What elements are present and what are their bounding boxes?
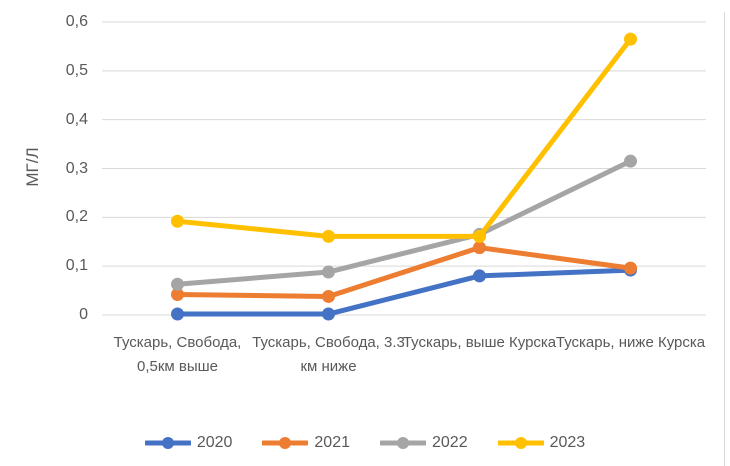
x-category-label: Тускарь, Свобода, 3.3 км ниже bbox=[252, 334, 405, 375]
x-category-label: Тускарь, ниже Курска bbox=[555, 334, 706, 351]
series-line-2020 bbox=[175, 267, 633, 317]
data-point-2022 bbox=[624, 154, 637, 168]
legend-marker-icon bbox=[262, 437, 309, 449]
x-category-label: Тускарь, Свобода, 0,5км выше bbox=[113, 334, 242, 375]
y-tick-label: 0,1 bbox=[65, 257, 88, 275]
legend-item-2021[interactable]: 2021 bbox=[262, 434, 350, 452]
x-category-label: Тускарь, выше Курска bbox=[402, 334, 557, 351]
series-line-2023 bbox=[175, 36, 633, 239]
y-tick-label: 0,5 bbox=[65, 61, 88, 79]
chart-legend: 2020 2021 2022 2023 bbox=[0, 429, 730, 457]
data-point-2021 bbox=[322, 289, 335, 303]
data-point-2021 bbox=[171, 287, 184, 301]
data-point-2022 bbox=[171, 277, 184, 291]
legend-item-2020[interactable]: 2020 bbox=[144, 434, 233, 452]
data-point-2021 bbox=[624, 261, 637, 275]
legend-marker-icon bbox=[380, 437, 426, 449]
legend-label: 2022 bbox=[432, 434, 468, 451]
legend-label: 2021 bbox=[314, 434, 350, 451]
legend-item-2022[interactable]: 2022 bbox=[380, 434, 468, 452]
data-point-2023 bbox=[473, 229, 486, 243]
legend-item-2023[interactable]: 2023 bbox=[497, 434, 586, 452]
legend-label: 2023 bbox=[549, 434, 586, 451]
chart-right-border bbox=[724, 12, 725, 466]
legend-label: 2020 bbox=[196, 434, 233, 451]
y-tick-label: 0,6 bbox=[65, 13, 88, 30]
y-tick-label: 0 bbox=[79, 306, 88, 323]
line-plot bbox=[102, 21, 706, 321]
data-point-2021 bbox=[473, 241, 486, 255]
data-point-2020 bbox=[171, 307, 184, 321]
legend-marker-icon bbox=[144, 437, 191, 449]
series-line-2021 bbox=[175, 245, 633, 299]
y-tick-label: 0,3 bbox=[65, 159, 88, 177]
data-point-2023 bbox=[322, 229, 335, 243]
data-point-2020 bbox=[473, 269, 486, 283]
data-point-2023 bbox=[171, 214, 184, 228]
data-point-2022 bbox=[322, 265, 335, 279]
legend-marker-icon bbox=[497, 437, 544, 449]
y-tick-label: 0,2 bbox=[65, 208, 88, 226]
data-point-2020 bbox=[322, 307, 335, 321]
series-line-2022 bbox=[175, 158, 633, 287]
data-point-2023 bbox=[624, 32, 637, 46]
y-tick-label: 0,4 bbox=[65, 110, 88, 128]
